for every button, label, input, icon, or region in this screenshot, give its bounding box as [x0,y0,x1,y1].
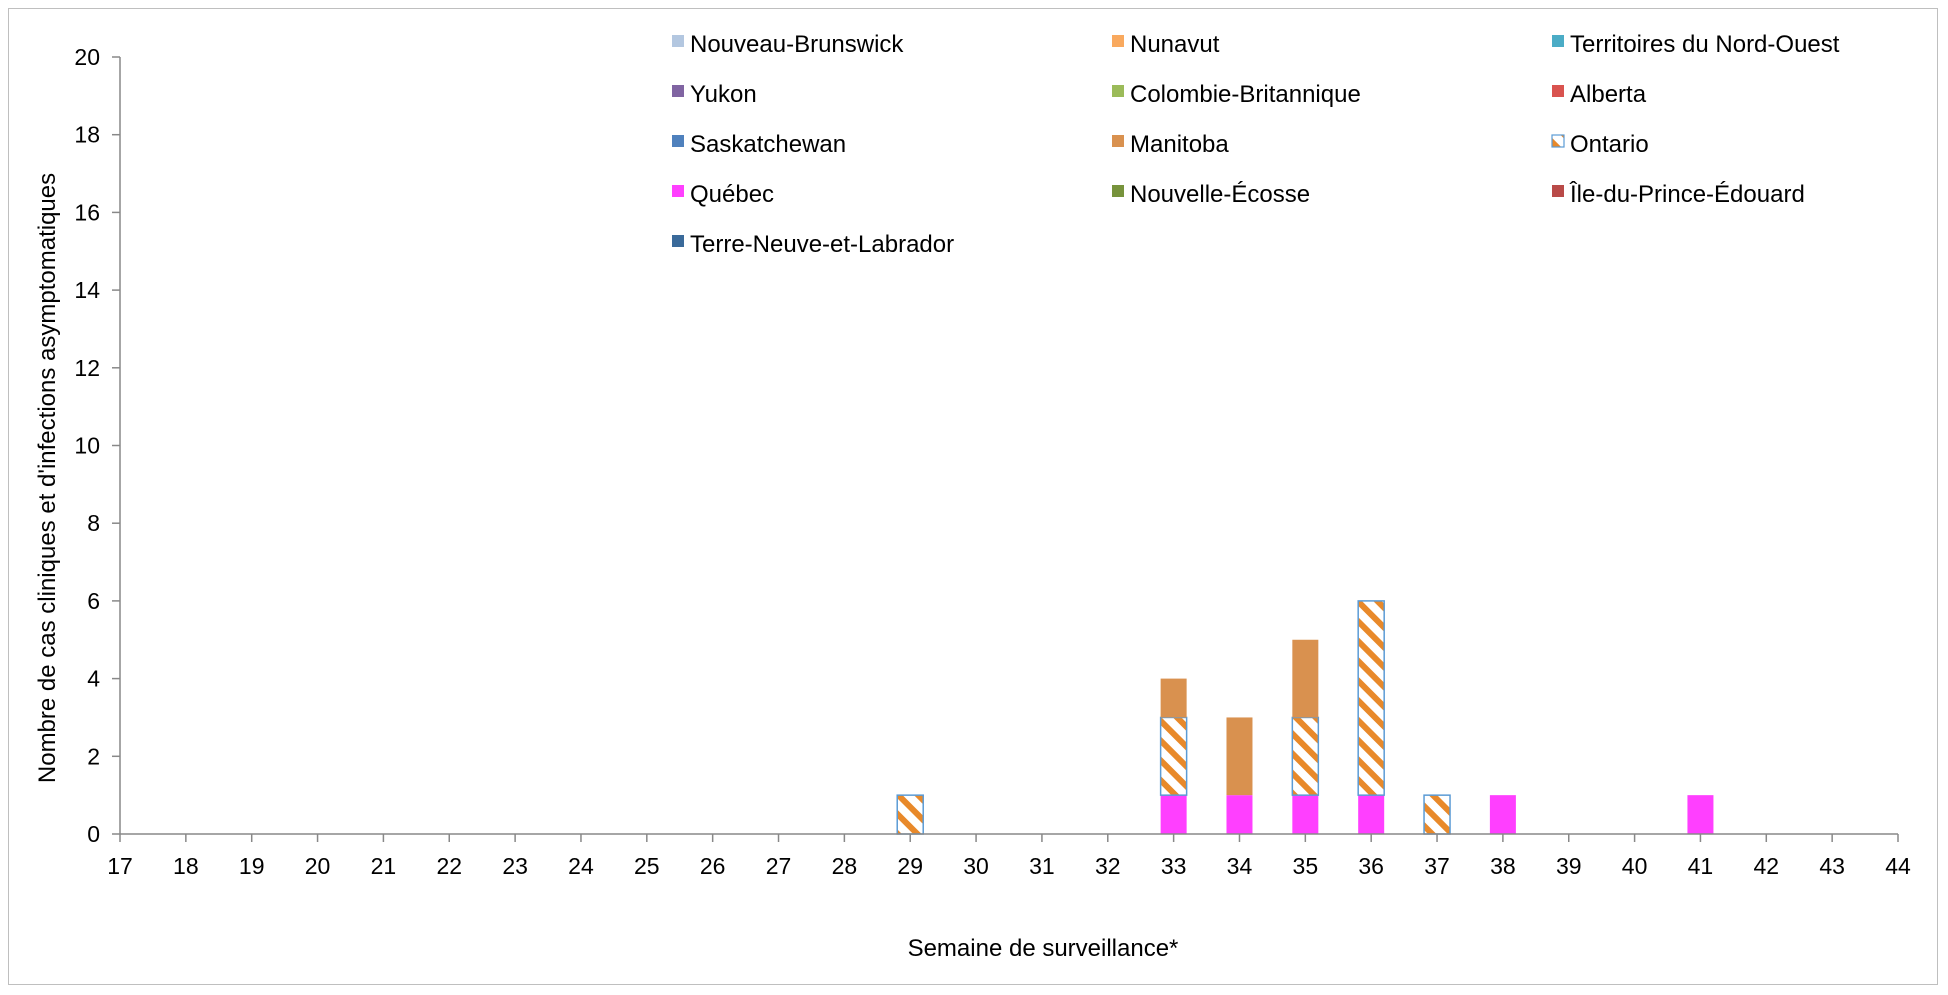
bar-ontario-week-36 [1357,600,1385,796]
bar-ontario-week-35 [1291,716,1320,796]
legend-label: Nouvelle-Écosse [1130,181,1310,208]
x-tick-label: 25 [634,853,660,879]
y-tick-label: 6 [87,588,100,614]
legend-label: Territoires du Nord-Ouest [1570,31,1840,58]
bar-ontario-week-29 [896,794,924,835]
x-tick-label: 42 [1753,853,1779,879]
legend-item-nouveau-brunswick: Nouveau-Brunswick [672,31,904,58]
bar-qu-bec-week-35 [1292,795,1319,834]
bar-qu-bec-week-36 [1358,795,1385,834]
y-tick-label: 14 [74,277,100,303]
legend-item-yukon: Yukon [672,81,757,108]
y-tick-label: 20 [74,44,100,70]
legend-item-territoires-du-nord-ouest: Territoires du Nord-Ouest [1552,31,1840,58]
y-tick-label: 18 [74,122,100,148]
legend-swatch [672,235,684,247]
x-tick-label: 31 [1029,853,1055,879]
legend-item-nunavut: Nunavut [1112,31,1220,58]
legend-label: Manitoba [1130,131,1229,158]
x-tick-label: 19 [239,853,265,879]
legend-item--le-du-prince-douard: Île-du-Prince-Édouard [1552,181,1805,208]
x-tick-label: 17 [107,853,133,879]
x-tick-label: 43 [1819,853,1845,879]
y-axis-title: Nombre de cas cliniques et d'infections … [34,173,61,783]
x-tick-label: 41 [1688,853,1714,879]
x-tick-label: 37 [1424,853,1450,879]
x-tick-label: 30 [963,853,989,879]
legend-swatch [1552,85,1564,97]
legend-label: Nouveau-Brunswick [690,31,904,58]
bar-manitoba-week-34 [1226,717,1253,796]
x-tick-label: 36 [1358,853,1384,879]
legend-item-qu-bec: Québec [672,181,774,208]
x-tick-label: 39 [1556,853,1582,879]
y-tick-label: 2 [87,743,100,769]
y-tick-label: 0 [87,821,100,847]
x-tick-label: 23 [502,853,528,879]
y-tick-label: 12 [74,355,100,381]
legend-swatch [672,185,684,197]
bar-qu-bec-week-38 [1489,795,1516,834]
x-tick-label: 38 [1490,853,1516,879]
x-tick-label: 35 [1293,853,1319,879]
legend-swatch [1551,134,1565,148]
legend-label: Nunavut [1130,31,1220,58]
bar-ontario-week-33 [1159,716,1188,796]
bar-qu-bec-week-41 [1687,795,1714,834]
legend-label: Saskatchewan [690,131,846,158]
x-tick-label: 24 [568,853,594,879]
legend-item-alberta: Alberta [1552,81,1647,108]
bar-qu-bec-week-33 [1160,795,1187,834]
legend-item-nouvelle-cosse: Nouvelle-Écosse [1112,181,1310,208]
legend-item-ontario: Ontario [1551,131,1649,158]
legend-swatch [1112,85,1124,97]
y-tick-label: 10 [74,433,100,459]
legend-swatch [1112,135,1124,147]
legend-swatch [1552,185,1564,197]
legend-swatch [1112,185,1124,197]
legend-item-manitoba: Manitoba [1112,131,1229,158]
legend-label: Québec [690,181,774,208]
legend-label: Île-du-Prince-Édouard [1569,181,1805,208]
legend-label: Terre-Neuve-et-Labrador [690,231,954,258]
legend-item-colombie-britannique: Colombie-Britannique [1112,81,1361,108]
x-tick-label: 28 [832,853,858,879]
x-tick-label: 20 [305,853,331,879]
bar-manitoba-week-33 [1160,678,1187,718]
legend-swatch [672,85,684,97]
legend-label: Yukon [690,81,757,108]
y-tick-label: 8 [87,510,100,536]
legend-swatch [672,35,684,47]
x-tick-label: 34 [1227,853,1253,879]
x-tick-label: 22 [436,853,462,879]
legend-swatch [672,135,684,147]
x-tick-label: 29 [897,853,923,879]
x-tick-label: 44 [1885,853,1911,879]
legend-label: Ontario [1570,131,1649,158]
legend-item-saskatchewan: Saskatchewan [672,131,846,158]
chart-frame [8,8,1938,985]
x-tick-label: 40 [1622,853,1648,879]
x-axis-title: Semaine de surveillance* [908,935,1179,962]
y-tick-label: 16 [74,199,100,225]
legend-swatch [1552,35,1564,47]
legend-label: Alberta [1570,81,1647,108]
x-tick-label: 32 [1095,853,1121,879]
x-tick-label: 21 [371,853,397,879]
bar-qu-bec-week-34 [1226,795,1253,834]
legend-swatch [1112,35,1124,47]
x-tick-label: 26 [700,853,726,879]
x-tick-label: 33 [1161,853,1187,879]
x-tick-label: 18 [173,853,199,879]
legend-label: Colombie-Britannique [1130,81,1361,108]
x-tick-label: 27 [766,853,792,879]
legend-item-terre-neuve-et-labrador: Terre-Neuve-et-Labrador [672,231,954,258]
y-tick-label: 4 [87,666,100,692]
bar-manitoba-week-35 [1292,639,1319,718]
bar-ontario-week-37 [1423,794,1451,835]
